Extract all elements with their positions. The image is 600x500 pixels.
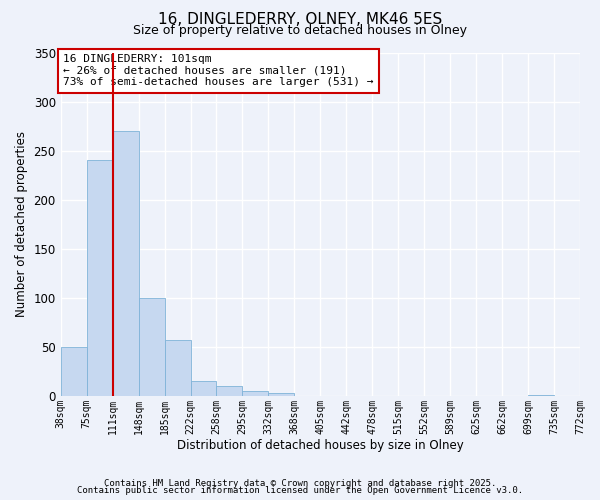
Bar [164,340,191,396]
Text: Contains HM Land Registry data © Crown copyright and database right 2025.: Contains HM Land Registry data © Crown c… [104,478,496,488]
Bar [61,347,86,396]
Text: 16 DINGLEDERRY: 101sqm
← 26% of detached houses are smaller (191)
73% of semi-de: 16 DINGLEDERRY: 101sqm ← 26% of detached… [63,54,374,88]
Bar [528,395,554,396]
Bar [139,298,164,396]
Bar [268,393,295,396]
Text: Contains public sector information licensed under the Open Government Licence v3: Contains public sector information licen… [77,486,523,495]
Bar [191,381,217,396]
Bar [217,386,242,396]
Text: 16, DINGLEDERRY, OLNEY, MK46 5ES: 16, DINGLEDERRY, OLNEY, MK46 5ES [158,12,442,28]
Bar [242,391,268,396]
Bar [113,131,139,396]
Y-axis label: Number of detached properties: Number of detached properties [15,131,28,317]
X-axis label: Distribution of detached houses by size in Olney: Distribution of detached houses by size … [177,440,464,452]
Bar [86,160,113,396]
Text: Size of property relative to detached houses in Olney: Size of property relative to detached ho… [133,24,467,37]
